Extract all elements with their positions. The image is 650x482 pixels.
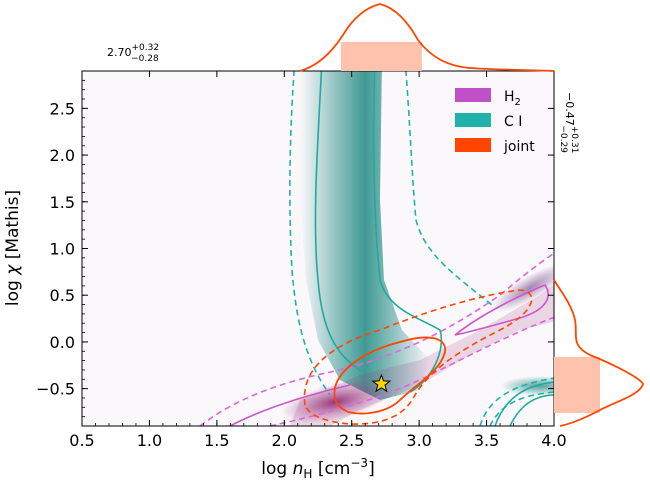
marginal-x-label: 2.70+0.32 −0.28: [107, 43, 159, 64]
x-axis-label: log nH [cm−3]: [261, 456, 374, 481]
marginal-y-label: −0.47+0.31−0.29: [558, 92, 579, 153]
density-layer: [199, 71, 554, 426]
legend-swatch-joint: [455, 138, 491, 152]
legend-swatch-h2: [455, 88, 491, 102]
h2-contour-95: [199, 252, 554, 426]
h2-density-core: [281, 381, 389, 423]
x-tick-label: 0.5: [69, 431, 94, 450]
x-tick-label: 2.0: [272, 431, 297, 450]
legend-label-joint: joint: [503, 139, 535, 155]
legend: H2 C I joint: [455, 88, 535, 155]
marginal-y-curve: [553, 279, 644, 427]
y-axis-label: log χ [Mathis]: [3, 190, 23, 306]
y-axis-ticks: −0.5 0.0 0.5 1.0 1.5 2.0 2.5: [36, 70, 554, 427]
ci-contour-68: [314, 71, 554, 426]
legend-label-ci: C I: [504, 114, 522, 130]
marginal-y-interval: [554, 356, 600, 413]
y-tick-label: 0.0: [50, 333, 75, 352]
joint-contour-68: [333, 336, 446, 415]
x-tick-label: 4.0: [541, 431, 566, 450]
joint-contour-95: [303, 289, 533, 425]
ci-density-blob: [500, 376, 554, 396]
best-fit-star: [371, 373, 392, 393]
legend-swatch-ci: [455, 113, 491, 127]
y-tick-label: 1.0: [50, 240, 75, 259]
y-tick-label: 0.5: [50, 286, 75, 305]
x-axis-ticks: 0.5 1.0 1.5 2.0 2.5 3.0 3.5 4.0: [69, 71, 567, 450]
x-tick-label: 1.5: [204, 431, 229, 450]
ci-density-band: [300, 71, 430, 400]
x-tick-label: 3.0: [406, 431, 431, 450]
x-tick-label: 3.5: [474, 431, 499, 450]
marginal-x-panel: 2.70+0.32 −0.28: [107, 3, 555, 72]
x-tick-label: 2.5: [339, 431, 364, 450]
h2-contour-68: [229, 284, 549, 426]
y-tick-label: −0.5: [36, 380, 75, 399]
y-tick-label: 2.0: [50, 146, 75, 165]
marginal-y-panel: −0.47+0.31−0.29: [553, 92, 644, 427]
marginal-x-interval: [340, 42, 422, 71]
y-tick-label: 2.5: [50, 99, 75, 118]
marginal-x-curve: [299, 3, 555, 72]
y-tick-label: 1.5: [50, 193, 75, 212]
ci-contour-95: [289, 71, 554, 426]
x-tick-label: 1.0: [137, 431, 162, 450]
